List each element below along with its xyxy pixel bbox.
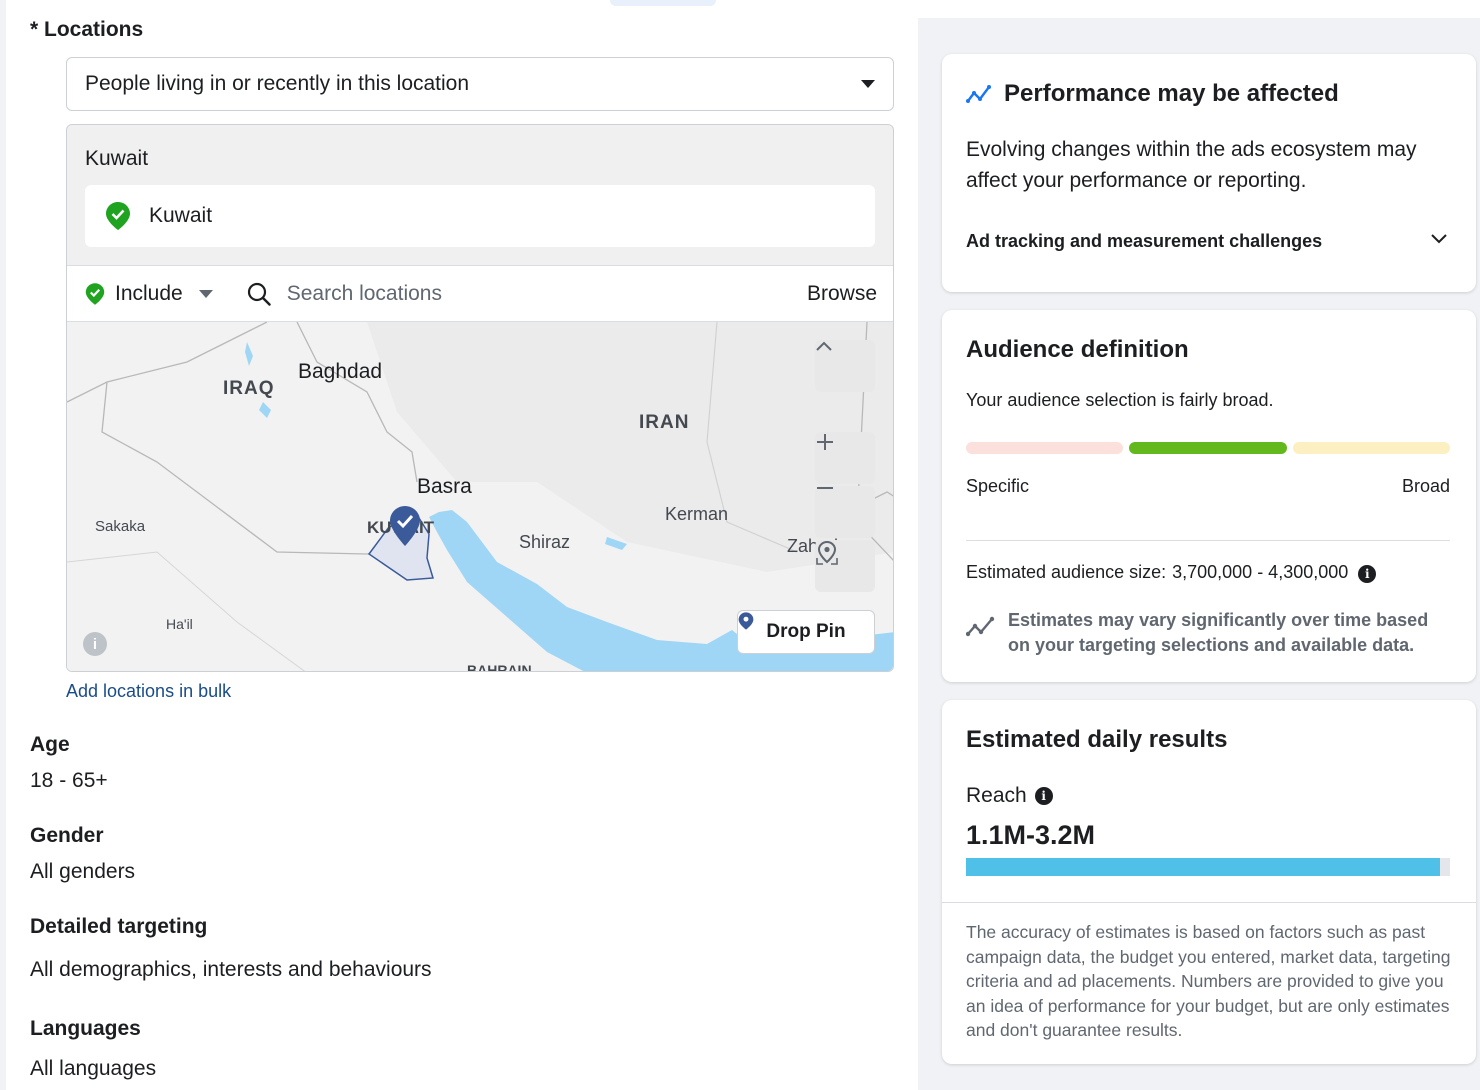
browse-button[interactable]: Browse bbox=[806, 281, 877, 305]
estimated-results-card: Estimated daily results Reach i 1.1M-3.2… bbox=[942, 700, 1476, 1064]
map-label-basra: Basra bbox=[417, 475, 472, 498]
location-mode-select[interactable]: People living in or recently in this loc… bbox=[66, 57, 894, 111]
audience-breadth-meter bbox=[966, 442, 1450, 454]
locate-button[interactable] bbox=[815, 540, 875, 592]
country-group-header: Kuwait bbox=[85, 147, 149, 170]
map-label-baghdad: Baghdad bbox=[298, 360, 383, 383]
estimate-disclaimer: The accuracy of estimates is based on fa… bbox=[966, 922, 1451, 1040]
selected-location-marker-icon bbox=[390, 506, 420, 546]
reach-bar-fill bbox=[966, 858, 1441, 876]
location-selection-panel: Kuwait Kuwait Include bbox=[66, 124, 894, 672]
map-label-sakaka: Sakaka bbox=[95, 518, 146, 535]
audience-definition-card: Audience definition Your audience select… bbox=[942, 310, 1476, 682]
meter-high-label: Broad bbox=[1401, 476, 1450, 496]
age-label: Age bbox=[30, 733, 70, 756]
locate-icon bbox=[816, 540, 838, 565]
location-search-input[interactable] bbox=[286, 281, 687, 306]
map-label-iran: IRAN bbox=[639, 412, 690, 433]
ad-tracking-expander[interactable]: Ad tracking and measurement challenges bbox=[966, 231, 1323, 251]
reach-value: 1.1M-3.2M bbox=[966, 820, 1096, 850]
audience-title: Audience definition bbox=[966, 336, 1189, 363]
audience-size-row: Estimated audience size: 3,700,000 - 4,3… bbox=[966, 561, 1377, 583]
audience-size-label: Estimated audience size: bbox=[966, 561, 1167, 582]
info-icon[interactable]: i bbox=[1034, 787, 1053, 805]
drop-pin-button[interactable]: Drop Pin bbox=[737, 610, 875, 654]
divider bbox=[942, 902, 1476, 903]
include-dropdown[interactable]: Include bbox=[85, 282, 213, 306]
performance-title-row: Performance may be affected bbox=[966, 80, 1339, 108]
chevron-down-icon[interactable] bbox=[1430, 233, 1448, 245]
location-map[interactable]: IRAQ Baghdad IRAN Basra KUWAIT Kerman Sa… bbox=[67, 322, 893, 672]
green-check-pin-icon bbox=[85, 282, 105, 305]
drop-pin-label: Drop Pin bbox=[766, 621, 846, 642]
meter-segment-middle bbox=[1129, 442, 1287, 454]
caret-down-icon bbox=[198, 289, 213, 298]
estimate-note: Estimates may vary significantly over ti… bbox=[966, 608, 1450, 658]
zoom-in-button[interactable] bbox=[815, 432, 875, 484]
location-search-row: Include Browse bbox=[67, 265, 893, 322]
languages-value[interactable]: All languages bbox=[30, 1057, 157, 1080]
gender-value[interactable]: All genders bbox=[30, 860, 136, 883]
performance-card: Performance may be affected Evolving cha… bbox=[942, 54, 1476, 292]
age-value[interactable]: 18 - 65+ bbox=[30, 769, 108, 792]
map-collapse-button[interactable] bbox=[815, 340, 875, 392]
selected-location-label: Kuwait bbox=[149, 204, 213, 227]
left-edge bbox=[0, 0, 6, 1090]
caret-down-icon bbox=[861, 80, 875, 88]
performance-body: Evolving changes within the ads ecosyste… bbox=[966, 138, 1417, 192]
targeting-panel: * Locations People living in or recently… bbox=[6, 0, 918, 1090]
map-label-kerman: Kerman bbox=[665, 504, 729, 524]
audience-description: Your audience selection is fairly broad. bbox=[966, 390, 1274, 410]
location-mode-value: People living in or recently in this loc… bbox=[85, 72, 470, 95]
meter-segment-specific bbox=[966, 442, 1124, 454]
zoom-out-button[interactable] bbox=[815, 486, 875, 538]
trend-line-icon bbox=[966, 85, 991, 103]
map-label-iraq: IRAQ bbox=[223, 378, 275, 399]
pin-icon bbox=[738, 612, 754, 630]
divider bbox=[966, 540, 1450, 541]
map-info-icon[interactable]: i bbox=[83, 632, 107, 656]
audience-size-value: 3,700,000 - 4,300,000 bbox=[1172, 561, 1349, 582]
detailed-targeting-label: Detailed targeting bbox=[30, 915, 208, 938]
reach-label: Reach bbox=[966, 784, 1027, 807]
gender-label: Gender bbox=[30, 824, 104, 847]
meter-low-label: Specific bbox=[966, 476, 1030, 496]
location-search bbox=[247, 281, 807, 306]
estimate-note-text: Estimates may vary significantly over ti… bbox=[1008, 610, 1429, 655]
map-label-hail: Ha'il bbox=[166, 616, 193, 632]
trend-estimate-icon bbox=[966, 616, 995, 637]
languages-label: Languages bbox=[30, 1017, 141, 1040]
reach-bar bbox=[966, 858, 1450, 876]
reach-label-row: Reach i bbox=[966, 784, 1053, 808]
chevron-up-icon bbox=[816, 341, 832, 351]
top-tab-indicator bbox=[610, 0, 716, 6]
plus-icon bbox=[817, 434, 833, 450]
add-locations-bulk-link[interactable]: Add locations in bulk bbox=[66, 681, 232, 701]
selected-location-chip[interactable]: Kuwait bbox=[85, 185, 875, 247]
info-icon[interactable]: i bbox=[1358, 565, 1377, 583]
detailed-targeting-value[interactable]: All demographics, interests and behaviou… bbox=[30, 958, 432, 981]
minus-icon bbox=[817, 487, 833, 489]
include-label: Include bbox=[115, 281, 183, 305]
map-label-shiraz: Shiraz bbox=[519, 532, 571, 552]
map-label-bahrain: BAHRAIN bbox=[467, 662, 532, 672]
locations-title: * Locations bbox=[30, 18, 144, 41]
meter-segment-broad bbox=[1292, 442, 1450, 454]
green-check-pin-icon bbox=[106, 202, 130, 230]
search-icon bbox=[247, 282, 271, 306]
summary-sidebar: Performance may be affected Evolving cha… bbox=[918, 18, 1480, 1090]
results-title: Estimated daily results bbox=[966, 726, 1228, 753]
map-info-glyph: i bbox=[92, 635, 98, 653]
performance-title: Performance may be affected bbox=[1004, 80, 1339, 107]
